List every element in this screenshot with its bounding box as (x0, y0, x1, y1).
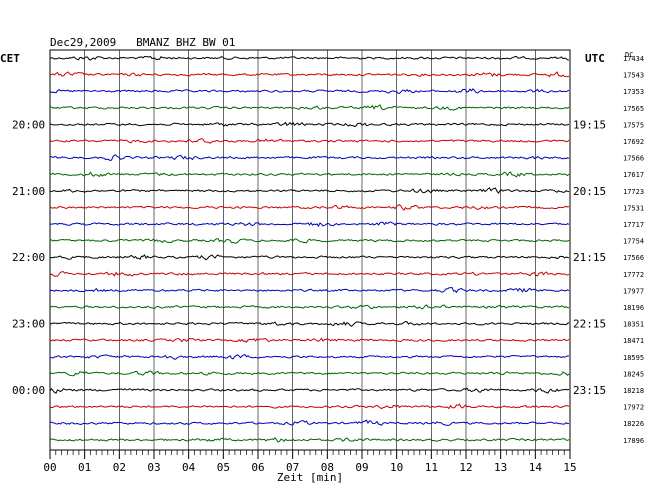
seismic-trace (49, 354, 570, 360)
seismic-trace (49, 238, 570, 244)
dc-offset-label: 17692 (623, 138, 644, 146)
seismic-trace (49, 254, 570, 261)
x-tick-label: 07 (286, 461, 299, 474)
utc-hour-label: 23:15 (573, 384, 606, 397)
x-tick-label: 08 (321, 461, 334, 474)
seismic-trace (49, 370, 570, 377)
dc-offset-label: 18595 (623, 354, 644, 362)
x-tick-label: 11 (425, 461, 438, 474)
dc-offset-label: 18471 (623, 337, 644, 345)
trace-layer (49, 55, 570, 443)
cet-hour-label: 23:00 (12, 318, 45, 331)
x-tick-label: 04 (182, 461, 196, 474)
x-tick-label: 09 (355, 461, 368, 474)
utc-hour-label: 19:15 (573, 118, 606, 131)
cet-hour-label: 22:00 (12, 251, 45, 264)
x-tick-label: 02 (113, 461, 126, 474)
dc-header-label: DC (625, 51, 633, 59)
dc-offset-label: 18226 (623, 420, 644, 428)
dc-offset-label: 17617 (623, 171, 644, 179)
x-tick-label: 14 (529, 461, 543, 474)
dc-offset-label: 17566 (623, 155, 644, 163)
dc-offset-label: 18218 (623, 387, 644, 395)
dc-offset-label: 17754 (623, 238, 644, 246)
utc-hour-label: 22:15 (573, 318, 606, 331)
dc-offset-label: 17566 (623, 254, 644, 262)
cet-hour-label: 21:00 (12, 185, 45, 198)
x-tick-label: 03 (147, 461, 160, 474)
seismic-trace (49, 286, 570, 294)
dc-offset-label: 17896 (623, 437, 644, 445)
grid-layer (49, 49, 571, 459)
seismic-trace (49, 121, 570, 128)
x-tick-label: 13 (494, 461, 507, 474)
dc-offset-label: 17723 (623, 188, 644, 196)
seismic-trace (49, 387, 570, 394)
seismic-trace (49, 171, 570, 178)
x-tick-label: 15 (563, 461, 576, 474)
seismic-trace (49, 337, 570, 343)
seismic-trace (49, 138, 570, 144)
seismic-trace (49, 154, 570, 161)
seismic-trace (49, 55, 570, 61)
dc-offset-label: 18245 (623, 370, 644, 378)
seismic-trace (49, 320, 570, 327)
dc-offset-label: 17972 (623, 404, 644, 412)
dc-offset-label: 17353 (623, 88, 644, 96)
x-axis-label: Zeit [min] (277, 471, 343, 484)
seismic-trace (49, 271, 570, 277)
seismic-trace (49, 71, 570, 78)
x-tick-label: 10 (390, 461, 403, 474)
dc-offset-label: 17575 (623, 121, 644, 129)
dc-offset-label: 18196 (623, 304, 644, 312)
dc-offset-label: 17543 (623, 72, 644, 80)
x-tick-label: 00 (43, 461, 56, 474)
x-tick-label: 12 (459, 461, 472, 474)
label-layer: 00 01 02 03 04 05 06 07 08 09 10 11 12 13 14 15 17434 175… (12, 55, 644, 474)
x-tick-label: 06 (251, 461, 264, 474)
seismic-trace (49, 419, 570, 426)
cet-label: CET (0, 52, 20, 65)
utc-hour-label: 21:15 (573, 251, 606, 264)
dc-offset-label: 17531 (623, 204, 644, 212)
utc-label: UTC (585, 52, 605, 65)
dc-offset-label: 18351 (623, 321, 644, 329)
utc-hour-label: 20:15 (573, 185, 606, 198)
dc-offset-label: 17565 (623, 105, 644, 113)
seismic-trace (49, 304, 570, 310)
dc-offset-label: 17717 (623, 221, 644, 229)
dc-offset-label: 17977 (623, 287, 644, 295)
dc-offset-label: 17772 (623, 271, 644, 279)
cet-hour-label: 00:00 (12, 384, 45, 397)
seismic-trace (49, 88, 570, 94)
cet-hour-label: 20:00 (12, 118, 45, 131)
seismic-trace (49, 221, 570, 228)
seismic-trace (49, 204, 570, 211)
seismic-trace (49, 437, 570, 443)
x-tick-label: 05 (217, 461, 230, 474)
seismic-trace (49, 187, 570, 194)
x-tick-label: 01 (78, 461, 91, 474)
dc-offset-label: 17434 (623, 55, 644, 63)
seismic-trace (49, 403, 570, 410)
seismic-trace (49, 104, 570, 111)
chart-title: Dec29,2009 BMANZ BHZ BW 01 (50, 36, 235, 49)
